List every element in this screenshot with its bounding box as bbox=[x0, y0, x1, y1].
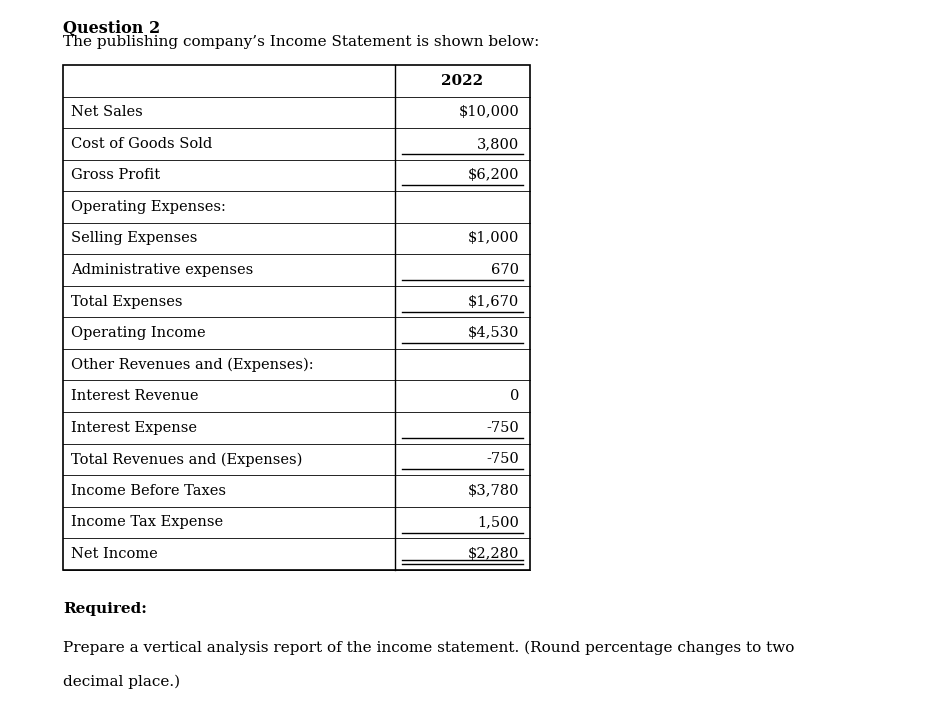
Text: Cost of Goods Sold: Cost of Goods Sold bbox=[71, 137, 212, 151]
Text: $2,280: $2,280 bbox=[467, 547, 519, 561]
Text: Interest Revenue: Interest Revenue bbox=[71, 389, 198, 403]
Text: Net Income: Net Income bbox=[71, 547, 157, 561]
Text: Administrative expenses: Administrative expenses bbox=[71, 263, 252, 277]
Text: Question 2: Question 2 bbox=[63, 20, 160, 37]
Text: Total Expenses: Total Expenses bbox=[71, 294, 182, 309]
Text: $1,000: $1,000 bbox=[467, 232, 519, 246]
Text: Required:: Required: bbox=[63, 602, 147, 616]
Text: The publishing company’s Income Statement is shown below:: The publishing company’s Income Statemen… bbox=[63, 35, 540, 49]
Text: 2022: 2022 bbox=[442, 73, 483, 88]
Text: $4,530: $4,530 bbox=[467, 326, 519, 340]
Text: Operating Income: Operating Income bbox=[71, 326, 205, 340]
Text: decimal place.): decimal place.) bbox=[63, 674, 180, 688]
Text: Income Before Taxes: Income Before Taxes bbox=[71, 484, 226, 498]
Text: Prepare a vertical analysis report of the income statement. (Round percentage ch: Prepare a vertical analysis report of th… bbox=[63, 640, 794, 654]
Text: Net Sales: Net Sales bbox=[71, 105, 142, 119]
Text: Gross Profit: Gross Profit bbox=[71, 168, 160, 182]
Text: 3,800: 3,800 bbox=[477, 137, 519, 151]
Text: Income Tax Expense: Income Tax Expense bbox=[71, 515, 222, 530]
Text: 1,500: 1,500 bbox=[478, 515, 519, 530]
Text: 670: 670 bbox=[491, 263, 519, 277]
Text: Operating Expenses:: Operating Expenses: bbox=[71, 200, 225, 214]
Text: Total Revenues and (Expenses): Total Revenues and (Expenses) bbox=[71, 452, 302, 467]
Text: $10,000: $10,000 bbox=[459, 105, 519, 119]
Text: 0: 0 bbox=[510, 389, 519, 403]
Text: $6,200: $6,200 bbox=[467, 168, 519, 182]
Text: -750: -750 bbox=[486, 421, 519, 435]
Text: Interest Expense: Interest Expense bbox=[71, 421, 197, 435]
Text: Selling Expenses: Selling Expenses bbox=[71, 232, 197, 246]
Text: Other Revenues and (Expenses):: Other Revenues and (Expenses): bbox=[71, 357, 314, 372]
Text: $3,780: $3,780 bbox=[467, 484, 519, 498]
Text: $1,670: $1,670 bbox=[468, 294, 519, 309]
Text: -750: -750 bbox=[486, 453, 519, 467]
